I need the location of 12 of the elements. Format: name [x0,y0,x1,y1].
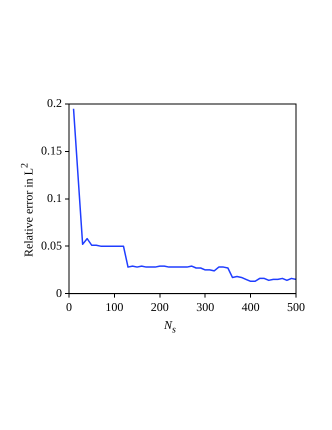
x-tick-label: 500 [287,300,305,314]
x-tick-label: 300 [196,300,214,314]
y-tick-label: 0.2 [47,96,62,110]
x-tick-label: 400 [242,300,260,314]
y-tick-label: 0.15 [41,144,62,158]
x-tick-label: 200 [150,300,169,314]
x-tick-label: 0 [66,300,72,314]
y-tick-label: 0.1 [47,190,62,205]
x-tick-label: 100 [105,300,124,314]
y-tick-label: 0.05 [41,238,62,252]
x-axis-title: N$_{s}$ [164,318,176,336]
y-tick-label: 0 [56,286,62,300]
